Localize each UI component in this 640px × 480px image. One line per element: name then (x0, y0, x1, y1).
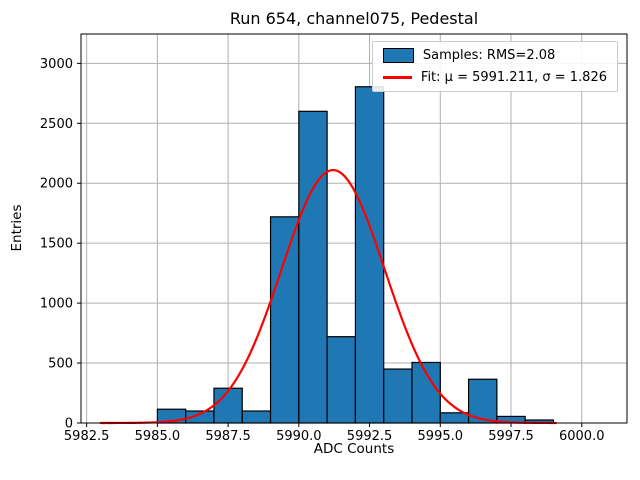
x-tick-label: 5990.0 (276, 429, 322, 444)
x-tick-label: 5985.0 (135, 429, 181, 444)
x-tick-label: 5997.5 (488, 429, 534, 444)
x-tick-label: 5982.5 (64, 429, 110, 444)
y-tick-label: 500 (48, 357, 73, 372)
y-tick-label: 2000 (40, 177, 73, 192)
legend-fit-label: Fit: μ = 5991.211, σ = 1.826 (420, 70, 607, 85)
histogram-bar (241, 410, 272, 424)
histogram-bar (298, 110, 328, 424)
y-axis-label: Entries (9, 204, 25, 252)
y-tick-label: 3000 (40, 57, 73, 72)
x-tick-label: 5992.5 (347, 429, 393, 444)
x-tick-label: 5987.5 (205, 429, 251, 444)
y-tick-label: 0 (65, 417, 73, 432)
y-tick-label: 1500 (40, 237, 73, 252)
histogram-bar (269, 216, 300, 424)
legend-samples-label: Samples: RMS=2.08 (422, 48, 556, 63)
chart-title: Run 654, channel075, Pedestal (229, 9, 479, 28)
legend-entry-samples: Samples: RMS=2.08 (382, 48, 607, 63)
fit-curve (99, 168, 557, 425)
fit-line-swatch-icon (382, 76, 412, 79)
legend-entry-fit: Fit: μ = 5991.211, σ = 1.826 (382, 70, 607, 85)
y-tick-label: 2500 (40, 117, 73, 132)
histogram-bar (383, 368, 413, 424)
histogram-bar (439, 412, 470, 424)
legend-box: Samples: RMS=2.08 Fit: μ = 5991.211, σ =… (371, 41, 618, 92)
histogram-bar (213, 387, 243, 424)
samples-swatch-icon (382, 48, 414, 63)
x-tick-label: 5995.0 (418, 429, 464, 444)
y-tick-label: 1000 (40, 297, 73, 312)
histogram-bar (326, 336, 357, 424)
x-axis-label: ADC Counts (313, 441, 395, 457)
x-tick-label: 6000.0 (559, 429, 605, 444)
plot-frame (80, 33, 628, 424)
